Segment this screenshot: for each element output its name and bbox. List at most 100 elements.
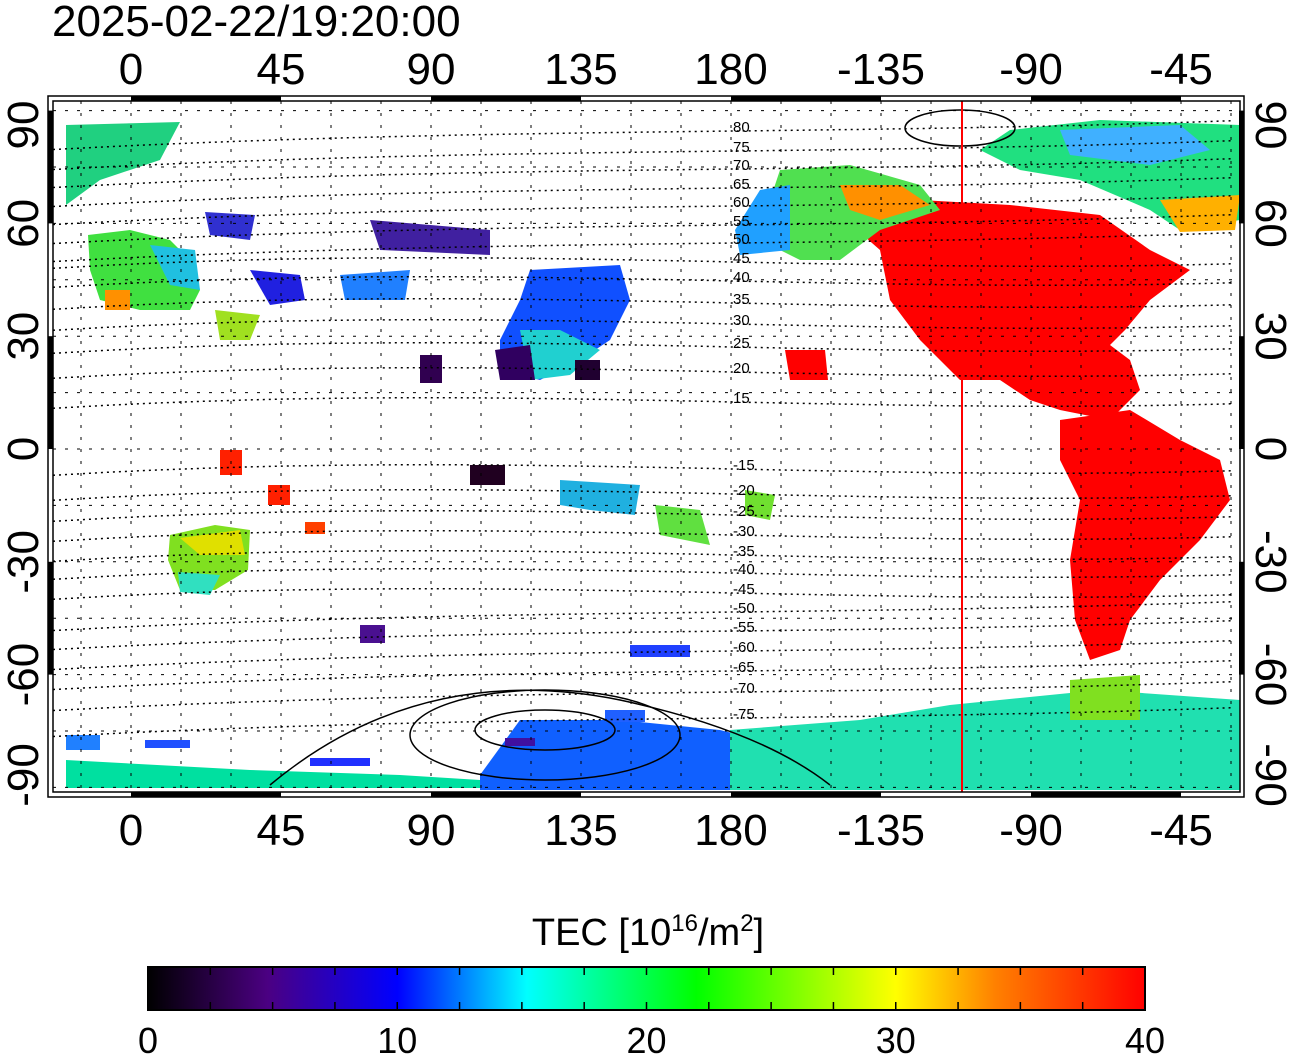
contour-label: 30 <box>733 312 750 329</box>
x-tick-top: 135 <box>544 45 617 94</box>
tec-patch-central-asia <box>250 270 305 305</box>
contour-label: -35 <box>733 543 755 560</box>
x-tick-top: 0 <box>119 45 143 94</box>
y-tick-right: -60 <box>1246 643 1294 707</box>
tec-patch <box>575 360 600 380</box>
tec-patch <box>268 485 290 505</box>
x-tick-top: 45 <box>257 45 306 94</box>
contour-label: 55 <box>733 213 750 230</box>
contour-label: -60 <box>733 639 755 656</box>
tec-patch-antarctica-peninsula <box>1070 675 1140 720</box>
tec-patch <box>145 740 190 748</box>
contour-label: 70 <box>733 157 750 174</box>
contour-label: -55 <box>733 619 755 636</box>
tec-patch-south-america <box>1060 410 1230 660</box>
tec-data-layer <box>66 120 1240 790</box>
contour-label: 80 <box>733 119 750 136</box>
x-tick-bottom: 180 <box>694 806 767 855</box>
contour-line <box>53 488 1234 502</box>
contour-label: -45 <box>733 581 755 598</box>
contour-label: 15 <box>733 390 750 407</box>
contour-line <box>53 587 1234 601</box>
x-tick-bottom: 135 <box>544 806 617 855</box>
contour-label: -20 <box>733 482 755 499</box>
contour-label: 75 <box>733 139 750 156</box>
contour-label: -40 <box>733 561 755 578</box>
tec-patch-southern-africa-yellow <box>180 530 245 555</box>
x-tick-top: -90 <box>999 45 1063 94</box>
tec-patch-east-asia-cyan <box>520 330 600 380</box>
tec-patch-antarctica-pacific <box>480 720 780 790</box>
contour-label: 50 <box>733 231 750 248</box>
y-tick-right: 0 <box>1246 437 1294 461</box>
tec-patch-antarctica-east <box>66 735 100 750</box>
y-tick-left: 30 <box>0 312 48 361</box>
y-tick-left: 0 <box>0 437 48 461</box>
tec-patch <box>305 522 325 534</box>
contour-label: 60 <box>733 194 750 211</box>
tec-patch-australia <box>560 480 640 515</box>
colorbar-tick-label: 40 <box>1125 1020 1165 1057</box>
tec-patch-greenland-blue <box>1060 125 1210 165</box>
tec-patch-asia-2 <box>340 270 410 300</box>
tec-patch-siberia <box>370 220 490 255</box>
contour-label: -50 <box>733 600 755 617</box>
x-tick-bottom: 0 <box>119 806 143 855</box>
tec-patch-siberia-west <box>205 212 255 240</box>
contour-label: 65 <box>733 176 750 193</box>
tec-patch <box>310 758 370 766</box>
tec-patch-arctic-europe <box>66 122 180 205</box>
x-tick-bottom: 90 <box>407 806 456 855</box>
colorbar-tick-label: 10 <box>377 1020 417 1057</box>
tec-patch <box>505 738 535 746</box>
tec-patch-alaska-orange <box>840 185 930 220</box>
x-tick-bottom: -135 <box>837 806 925 855</box>
tec-patch <box>470 465 505 485</box>
tec-patch-antarctica-west <box>730 690 1240 790</box>
contour-label: -25 <box>733 503 755 520</box>
y-tick-left: -90 <box>0 743 48 807</box>
y-tick-right: 30 <box>1246 312 1294 361</box>
y-tick-right: 60 <box>1246 199 1294 248</box>
tec-patch-europe-orange <box>105 290 130 310</box>
x-tick-top: 180 <box>694 45 767 94</box>
x-tick-top: 90 <box>407 45 456 94</box>
map-frame <box>47 95 1245 798</box>
tec-patch-greenland-orange <box>1160 195 1240 232</box>
colorbar-tick-label: 20 <box>626 1020 666 1057</box>
y-tick-left: -30 <box>0 530 48 594</box>
tec-patch <box>360 625 385 643</box>
contour-label: 20 <box>733 360 750 377</box>
x-tick-top: -135 <box>837 45 925 94</box>
tec-patch-alaska-blue <box>735 185 790 255</box>
tec-patch-pacific-green2 <box>745 490 775 520</box>
tec-patch-mideast <box>215 310 260 340</box>
contour-label: 25 <box>733 335 750 352</box>
x-tick-bottom: -90 <box>999 806 1063 855</box>
contour-label: 40 <box>733 269 750 286</box>
contour-line <box>53 509 1234 523</box>
x-tick-bottom: -45 <box>1149 806 1213 855</box>
tec-patch <box>630 645 690 657</box>
tec-patch-southern-africa-cyan <box>178 572 220 595</box>
y-tick-right: -90 <box>1246 743 1294 807</box>
contour-label: -75 <box>733 706 755 723</box>
contour-label: -30 <box>733 523 755 540</box>
tec-patch-east-asia-dark <box>495 345 535 380</box>
contour-label: 35 <box>733 291 750 308</box>
magnetic-latitude-contours <box>53 109 1234 786</box>
contour-label: -15 <box>733 457 755 474</box>
contour-line <box>53 176 1234 208</box>
tec-patch <box>420 355 442 383</box>
figure-title: 2025-02-22/19:20:00 <box>52 0 461 46</box>
tec-patch-north-america <box>840 200 1190 420</box>
colorbar-tick-label: 0 <box>138 1020 158 1057</box>
y-tick-right: -30 <box>1246 530 1294 594</box>
x-tick-top: -45 <box>1149 45 1213 94</box>
tec-patch-hawaii <box>785 350 828 380</box>
y-tick-right: 90 <box>1246 101 1294 150</box>
tec-patch-pacific-green <box>655 505 710 545</box>
x-tick-bottom: 45 <box>257 806 306 855</box>
y-tick-left: 90 <box>0 101 48 150</box>
